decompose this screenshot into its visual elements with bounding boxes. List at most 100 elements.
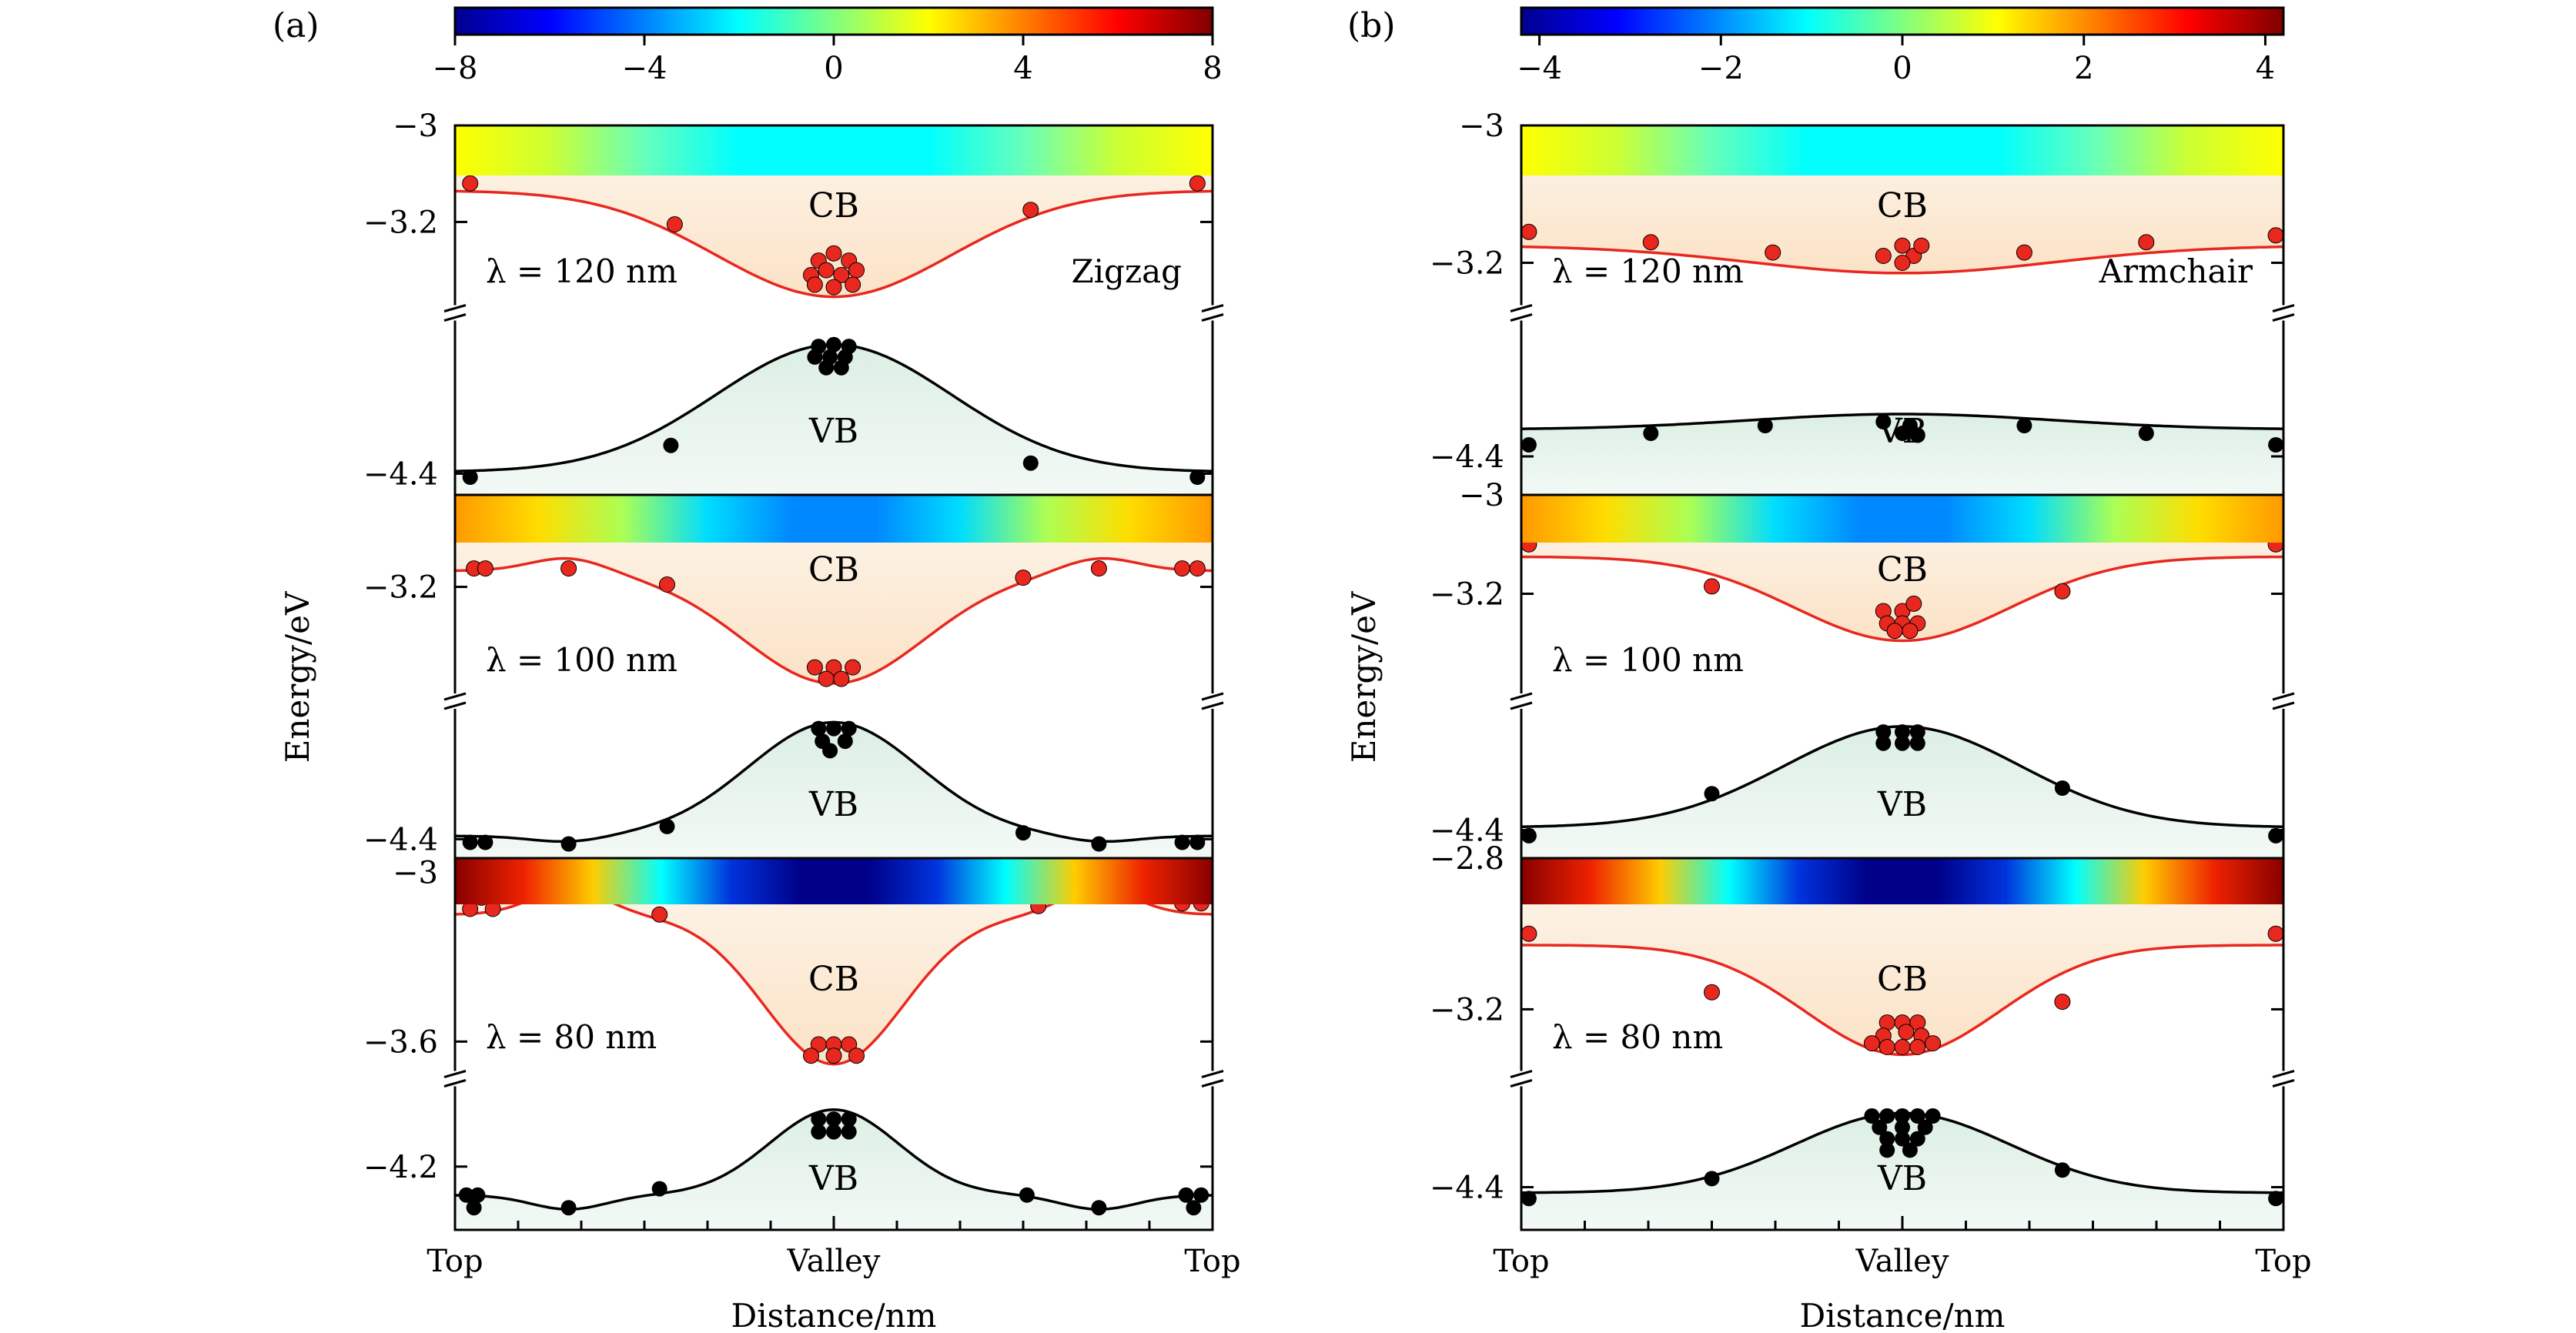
vb-band-fill [455,344,1213,495]
vb-data-point [807,349,823,365]
cb-data-point [1878,1039,1895,1055]
cb-data-point [659,576,675,593]
vb-label: VB [1877,412,1927,451]
vb-data-point [1875,414,1892,429]
cb-data-point [1090,560,1107,577]
colorbar-tick-label: −8 [433,51,478,86]
cb-data-point [848,262,865,279]
axis-break-mark [443,1079,467,1087]
x-tick-label: Top [427,1244,483,1279]
vb-data-point [2054,1162,2070,1178]
y-tick-label: −3 [393,109,438,144]
cb-data-point [1925,1035,1942,1052]
cb-band-curve [1521,245,2284,275]
vb-data-point [1174,834,1190,850]
vb-data-point [462,834,478,850]
colorbar-tick-label: 0 [824,51,843,86]
vb-data-point [466,1200,482,1216]
lambda-label: λ = 120 nm [486,252,677,290]
cb-data-point [845,659,861,676]
vb-data-point [1019,1187,1035,1203]
vb-data-point [1879,1108,1895,1124]
y-tick-label: −2.8 [1430,841,1504,877]
cb-data-point [1886,623,1903,640]
colorbar-tick-label: 4 [2256,51,2275,86]
vb-band-curve [454,1108,1213,1211]
vb-data-point [1864,1108,1880,1124]
cb-data-point [1875,248,1892,264]
vb-data-point [1909,735,1925,751]
vb-data-point [1895,735,1910,751]
x-tick-label: Top [1184,1244,1240,1279]
colorbar-tick-label: 8 [1203,51,1222,86]
y-tick-label: −3.2 [1430,246,1504,281]
vb-data-point [2268,437,2284,453]
axis-break-mark [2272,313,2295,322]
vb-band-fill [1521,726,2283,858]
cb-data-point [2267,227,2284,244]
cb-data-point [1642,234,1659,251]
y-tick-label: −3.2 [1430,577,1504,613]
y-tick-label: −3.2 [1430,992,1504,1027]
axis-break-mark [2272,1079,2295,1087]
vb-data-point [826,336,841,352]
vb-data-point [2054,780,2070,796]
cb-band-fill [455,858,1213,1064]
vb-data-point [1875,735,1892,751]
panel-label: (b) [1347,6,1396,45]
vb-data-point [1909,1131,1925,1147]
vb-data-point [1895,1108,1910,1124]
vb-data-point [841,1124,857,1140]
x-tick-label: Top [2255,1244,2311,1279]
cb-data-point [825,245,842,262]
cb-label: CB [1877,550,1928,590]
vb-data-point [1895,1131,1910,1147]
vb-data-point [663,437,679,453]
axis-break-mark [1201,1070,1224,1078]
cb-data-point [1521,925,1537,942]
cb-data-point [806,276,823,293]
vb-data-point [826,1124,841,1140]
vb-data-point [1902,1142,1918,1158]
axis-break-mark [1510,304,1533,312]
y-tick-label: −4.4 [1430,439,1504,475]
axis-break-mark [443,313,467,322]
cb-data-point [1902,623,1919,640]
vb-data-point [2268,827,2284,844]
y-tick-label: −3.6 [363,1024,438,1060]
axis-break-mark [1510,692,1533,701]
lambda-label: λ = 100 nm [486,641,677,679]
cb-data-point [2054,994,2071,1011]
y-tick-label: −3.2 [363,205,438,240]
axis-break-mark [1201,701,1224,710]
x-tick-label: Top [1493,1244,1549,1279]
vb-data-point [458,1187,474,1203]
axis-break-mark [1510,313,1533,322]
vb-data-point [811,1111,827,1128]
axis-break-mark [443,692,467,701]
cb-data-point [1704,984,1720,1001]
axis-break-mark [2272,701,2295,710]
y-tick-label: −3 [1459,109,1504,144]
vb-data-point [462,469,478,485]
y-tick-label: −4.2 [363,1150,438,1185]
cb-data-point [1913,237,1930,254]
cb-data-point [1894,255,1911,271]
colorbar-tick-label: 0 [1892,51,1912,86]
vb-data-point [811,720,827,737]
axis-break-mark [1201,692,1224,701]
axis-break-mark [2272,1070,2295,1078]
cb-data-point [825,1047,842,1064]
vb-data-point [1521,827,1537,844]
colorbar-tick-label: 2 [2074,51,2093,86]
colorbar-tick-label: −4 [1517,51,1562,86]
vb-data-point [841,1111,857,1128]
colormap-strip [1521,858,2283,904]
cb-data-point [462,175,479,192]
cb-data-point [806,659,823,676]
cb-data-point [2267,925,2284,942]
vb-data-point [560,836,577,852]
cb-data-point [2054,583,2071,600]
vb-data-point [1022,455,1039,471]
